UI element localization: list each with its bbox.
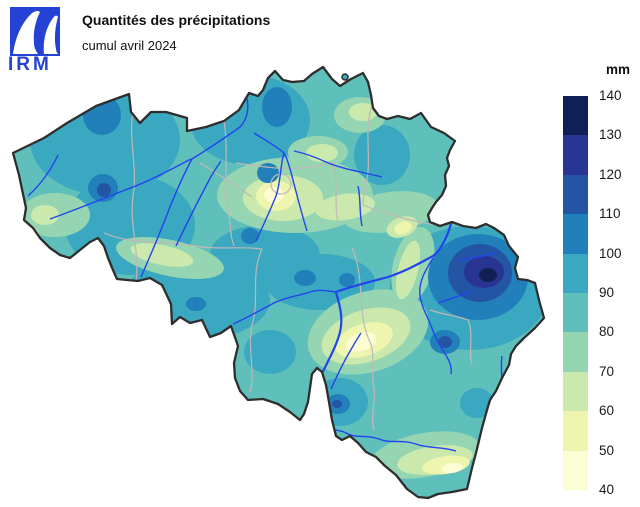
- legend-swatch: [563, 96, 588, 136]
- legend-swatch: [563, 214, 588, 254]
- contour-130-140: [479, 268, 497, 282]
- legend-ticks: 140 130 120 110 100 90 80 70 60 50 40: [599, 88, 639, 497]
- legend-swatches: [563, 96, 588, 491]
- legend-swatch: [563, 135, 588, 175]
- river-demer: [293, 150, 383, 178]
- river-vesdre: [457, 252, 498, 262]
- river-scheldt: [140, 94, 249, 278]
- river-dijle: [253, 132, 308, 232]
- legend-tick-label: 70: [599, 363, 615, 379]
- precipitation-contours: [13, 67, 544, 498]
- legend-swatch: [563, 371, 588, 412]
- page-title: Quantités des précipitations: [82, 12, 271, 28]
- legend-swatch: [563, 174, 588, 215]
- river-gete: [357, 185, 363, 227]
- river-senne: [255, 152, 285, 242]
- legend-tick-label: 80: [599, 324, 615, 340]
- legend-swatch: [563, 293, 588, 333]
- river-semois: [326, 427, 457, 452]
- legend-swatch: [563, 450, 588, 491]
- country-outline: [11, 65, 546, 500]
- legend-tick-label: 60: [599, 403, 615, 419]
- legend-tick-label: 40: [599, 482, 615, 497]
- irm-logo-text: IRM: [8, 54, 52, 75]
- river-ourthe: [418, 257, 452, 375]
- baarle-hertog-enclave: [341, 73, 349, 81]
- legend-unit-label: mm: [606, 62, 631, 77]
- legend-swatch: [563, 253, 588, 294]
- river-yser: [27, 154, 59, 197]
- legend-swatch: [563, 411, 588, 451]
- river-lesse: [330, 332, 362, 390]
- legend-tick-label: 50: [599, 442, 615, 458]
- irm-logo-shape-left: [13, 10, 40, 55]
- legend-tick-label: 90: [599, 285, 615, 300]
- legend-swatch: [563, 332, 588, 372]
- province-boundaries: [103, 107, 473, 431]
- river-ambleve: [437, 290, 473, 304]
- irm-logo-shape-right: [43, 15, 58, 54]
- irm-logo: [10, 7, 60, 56]
- legend-tick-label: 130: [599, 127, 622, 143]
- legend-tick-label: 100: [599, 245, 622, 261]
- legend-tick-label: 110: [599, 206, 621, 222]
- page-subtitle: cumul avril 2024: [82, 38, 177, 53]
- legend-tick-label: 120: [599, 166, 622, 182]
- river-sambre: [232, 289, 337, 325]
- river-lys: [49, 158, 192, 220]
- river-dender: [175, 160, 222, 247]
- legend-tick-label: 140: [599, 88, 622, 103]
